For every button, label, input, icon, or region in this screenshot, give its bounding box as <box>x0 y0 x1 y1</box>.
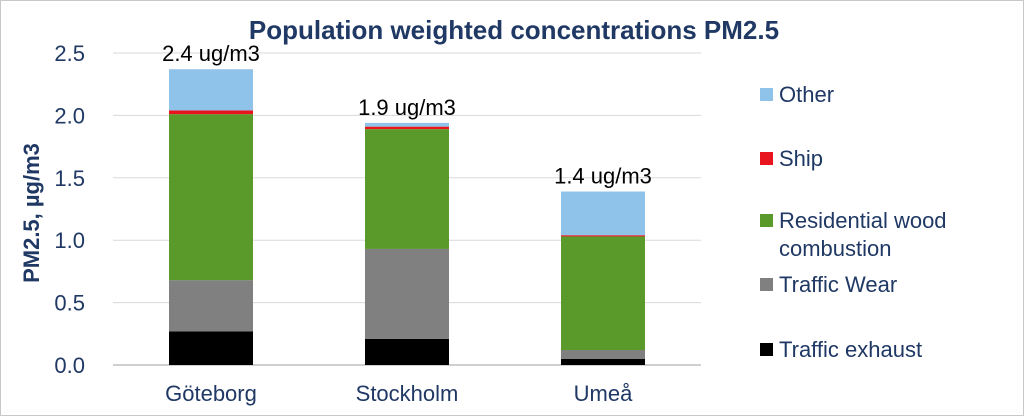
total-data-label: 1.4 ug/m3 <box>554 164 652 189</box>
legend-label: Residential wood <box>779 208 947 233</box>
y-tick-label: 0.0 <box>54 353 85 378</box>
category-label: Stockholm <box>356 381 459 406</box>
legend-label: Other <box>779 82 834 107</box>
legend: Other Ship Residential wood combustion Traff… <box>760 82 947 362</box>
total-data-label: 2.4 ug/m3 <box>162 41 260 66</box>
legend-swatch <box>760 343 773 356</box>
y-tick-label: 1.0 <box>54 228 85 253</box>
legend-label: Ship <box>779 146 823 171</box>
bar-segment-traffic-exhaust <box>365 338 449 365</box>
data-labels: 2.4 ug/m3 1.9 ug/m3 1.4 ug/m3 <box>162 41 652 188</box>
bar-segment-traffic-exhaust <box>169 331 253 365</box>
bar-segment-residential-wood-combustion <box>169 114 253 281</box>
bars <box>169 69 645 365</box>
y-axis-ticks: 0.0 0.5 1.0 1.5 2.0 2.5 <box>54 41 85 378</box>
y-tick-label: 0.5 <box>54 291 85 316</box>
category-labels: Göteborg Stockholm Umeå <box>165 381 633 406</box>
category-label: Umeå <box>574 381 633 406</box>
bar-segment-ship <box>561 235 645 237</box>
bar-segment-residential-wood-combustion <box>365 129 449 249</box>
y-tick-label: 2.5 <box>54 41 85 66</box>
legend-label: combustion <box>779 236 892 261</box>
y-tick-label: 2.0 <box>54 103 85 128</box>
bar-segment-residential-wood-combustion <box>561 236 645 351</box>
bar-segment-other <box>561 191 645 236</box>
bar-segment-traffic-wear <box>365 248 449 339</box>
chart-title: Population weighted concentrations PM2.5 <box>249 15 779 45</box>
legend-label: Traffic exhaust <box>779 337 922 362</box>
bar-segment-traffic-wear <box>169 280 253 332</box>
bar-segment-traffic-exhaust <box>561 358 645 365</box>
bar-segment-ship <box>169 110 253 115</box>
bar-segment-ship <box>365 126 449 130</box>
legend-label: Traffic Wear <box>779 272 897 297</box>
legend-swatch <box>760 152 773 165</box>
bar-segment-other <box>169 69 253 111</box>
total-data-label: 1.9 ug/m3 <box>358 95 456 120</box>
category-label: Göteborg <box>165 381 257 406</box>
legend-swatch <box>760 214 773 227</box>
legend-swatch <box>760 88 773 101</box>
bar-segment-traffic-wear <box>561 350 645 359</box>
y-tick-label: 1.5 <box>54 166 85 191</box>
legend-swatch <box>760 278 773 291</box>
y-axis-title: PM2.5, µg/m3 <box>19 143 44 283</box>
bar-segment-other <box>365 122 449 127</box>
